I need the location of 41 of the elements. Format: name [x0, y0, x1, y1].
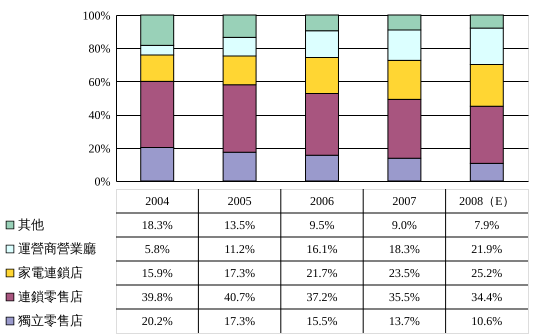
data-label: 15.9%	[142, 266, 173, 280]
data-label: 21.9%	[471, 242, 502, 256]
data-label: 34.4%	[471, 290, 502, 304]
legend-label: 家電連鎖店	[18, 265, 83, 280]
data-label: 39.8%	[142, 290, 173, 304]
legend-label: 獨立零售店	[18, 313, 83, 328]
y-tick-label: 60%	[88, 74, 110, 89]
data-label: 35.5%	[388, 290, 420, 304]
data-label: 23.5%	[388, 266, 420, 280]
data-label: 5.8%	[144, 242, 170, 256]
data-label: 13.7%	[388, 314, 420, 328]
legend-label: 運營商營業廳	[18, 241, 96, 256]
data-label: 13.5%	[224, 218, 256, 232]
data-label: 40.7%	[224, 290, 256, 304]
y-tick-label: 80%	[88, 42, 110, 56]
legend-label: 連鎖零售店	[18, 289, 83, 304]
data-label: 21.7%	[306, 266, 338, 280]
data-label: 20.2%	[142, 314, 173, 328]
y-tick-label: 0%	[94, 174, 110, 188]
data-label: 10.6%	[471, 314, 502, 328]
data-label: 16.1%	[306, 242, 338, 256]
y-tick-label: 40%	[88, 108, 110, 122]
data-label: 11.2%	[224, 242, 255, 256]
x-tick-label: 2005	[228, 194, 252, 208]
legend-label: 其他	[18, 217, 44, 232]
data-label: 7.9%	[474, 218, 500, 232]
data-label: 18.3%	[142, 218, 173, 232]
data-label: 17.3%	[224, 266, 256, 280]
data-label: 37.2%	[306, 290, 338, 304]
data-label: 9.5%	[310, 218, 334, 232]
data-label: 17.3%	[224, 314, 256, 328]
data-label: 9.0%	[392, 218, 417, 232]
data-label: 25.2%	[471, 266, 502, 280]
x-tick-label: 2007	[392, 194, 416, 208]
y-tick-label: 100%	[82, 8, 110, 22]
x-tick-label: 2004	[145, 194, 170, 208]
x-tick-label: 2006	[310, 194, 334, 208]
data-label: 15.5%	[306, 314, 338, 328]
x-tick-label: 2008（E）	[459, 194, 514, 208]
data-label: 18.3%	[388, 242, 420, 256]
y-tick-label: 20%	[88, 141, 110, 156]
